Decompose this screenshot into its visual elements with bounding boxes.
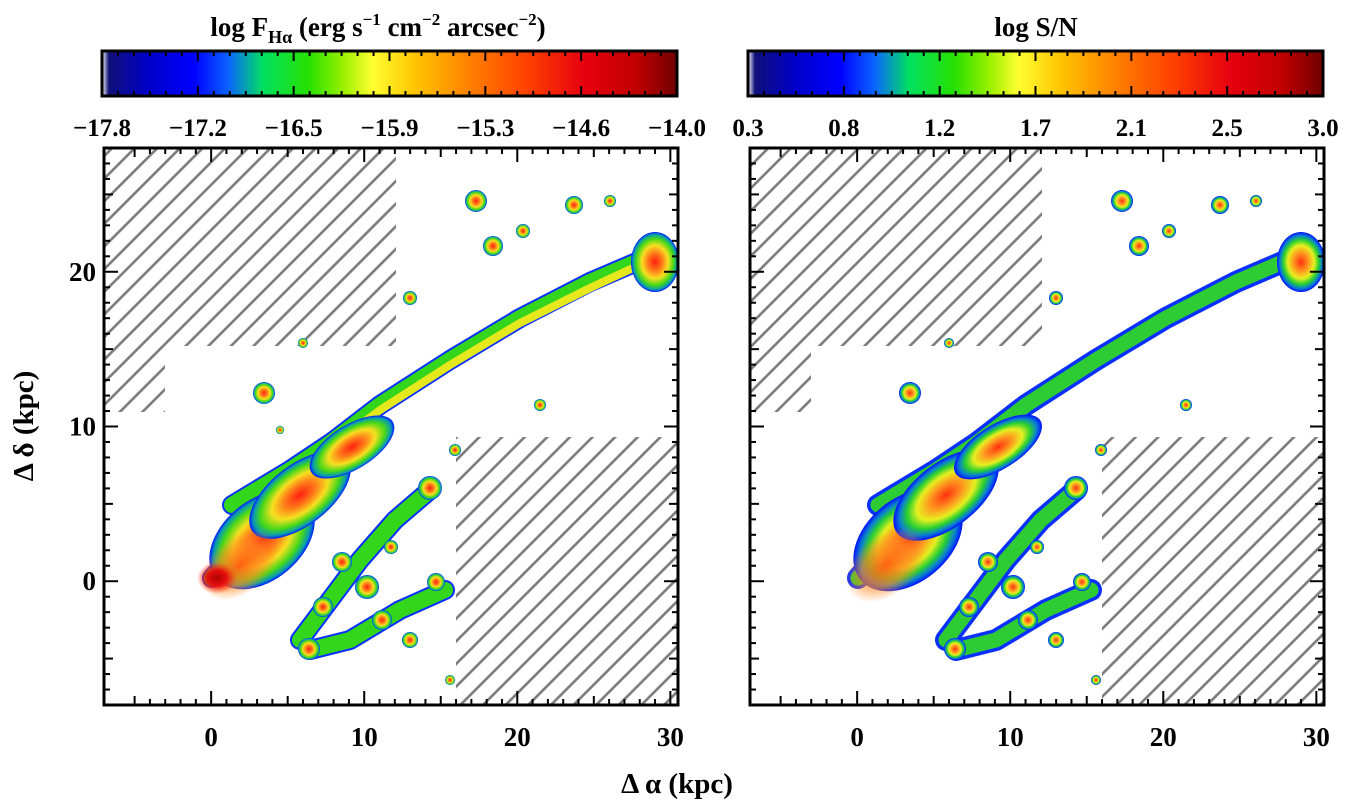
x-tick-label: 10 [351,722,378,752]
hatch-lower-right [456,437,678,705]
map-panel-2: 0 10 20 30 [748,146,1330,752]
x-tick-label: 10 [997,722,1024,752]
colorbar-tick-label: −17.8 [73,115,131,142]
colorbar-tick-label: −15.9 [361,115,419,142]
hatch-upper-left [750,148,1042,412]
y-tick-label: 0 [83,566,97,596]
colorbar-tick-label: −14.6 [552,115,610,142]
x-tick-label: 0 [850,722,864,752]
hatch-lower-right [1102,437,1324,705]
colorbar-2-tick-labels: 0.3 0.8 1.2 1.7 2.1 2.5 3.0 [732,115,1338,142]
x-axis-label: Δ α (kpc) [621,768,733,800]
colorbar-tick-label: 1.7 [1020,115,1051,142]
y-tick-label: 20 [69,257,96,287]
panel-1-title: log FHα (erg s−1 cm−2 arcsec−2) [210,10,545,47]
colorbar-tick-label: −17.2 [169,115,227,142]
x-tick-label: 30 [657,722,684,752]
colorbar-tick-label: −15.3 [456,115,514,142]
x-tick-label: 20 [504,722,531,752]
panel-1-ticks [104,148,678,705]
colorbar-1-ticks [101,51,678,96]
map-panel-1: 0 10 20 30 0 10 20 [69,146,684,752]
hatch-upper-left [104,148,396,412]
panel-2-x-tick-labels: 0 10 20 30 [850,722,1329,752]
colorbar-2-ticks [747,51,1324,96]
colorbar-tick-label: 1.2 [924,115,955,142]
y-axis-label: Δ δ (kpc) [8,371,40,482]
colorbar-tick-label: −14.0 [648,115,706,142]
x-tick-label: 20 [1150,722,1177,752]
colorbar-tick-label: 3.0 [1307,115,1338,142]
colorbar-1-tick-labels: −17.8 −17.2 −16.5 −15.9 −15.3 −14.6 −14.0 [73,115,706,142]
panel-1-y-tick-labels: 0 10 20 [69,257,96,596]
colorbar-tick-label: 0.8 [828,115,859,142]
masked-region-hatch [750,148,1324,705]
x-tick-label: 0 [204,722,218,752]
panel-2-ticks [750,148,1324,705]
y-tick-label: 10 [69,412,96,442]
panel-1-x-tick-labels: 0 10 20 30 [204,722,683,752]
panel-2-title: log S/N [994,12,1078,42]
masked-region-hatch [104,148,678,705]
colorbar-tick-label: 2.1 [1116,115,1147,142]
colorbar-tick-label: −16.5 [265,115,323,142]
x-tick-label: 30 [1303,722,1330,752]
colorbar-tick-label: 0.3 [732,115,763,142]
signal-to-noise-map [845,190,1325,685]
colorbar-tick-label: 2.5 [1212,115,1243,142]
emission-map [197,190,679,685]
